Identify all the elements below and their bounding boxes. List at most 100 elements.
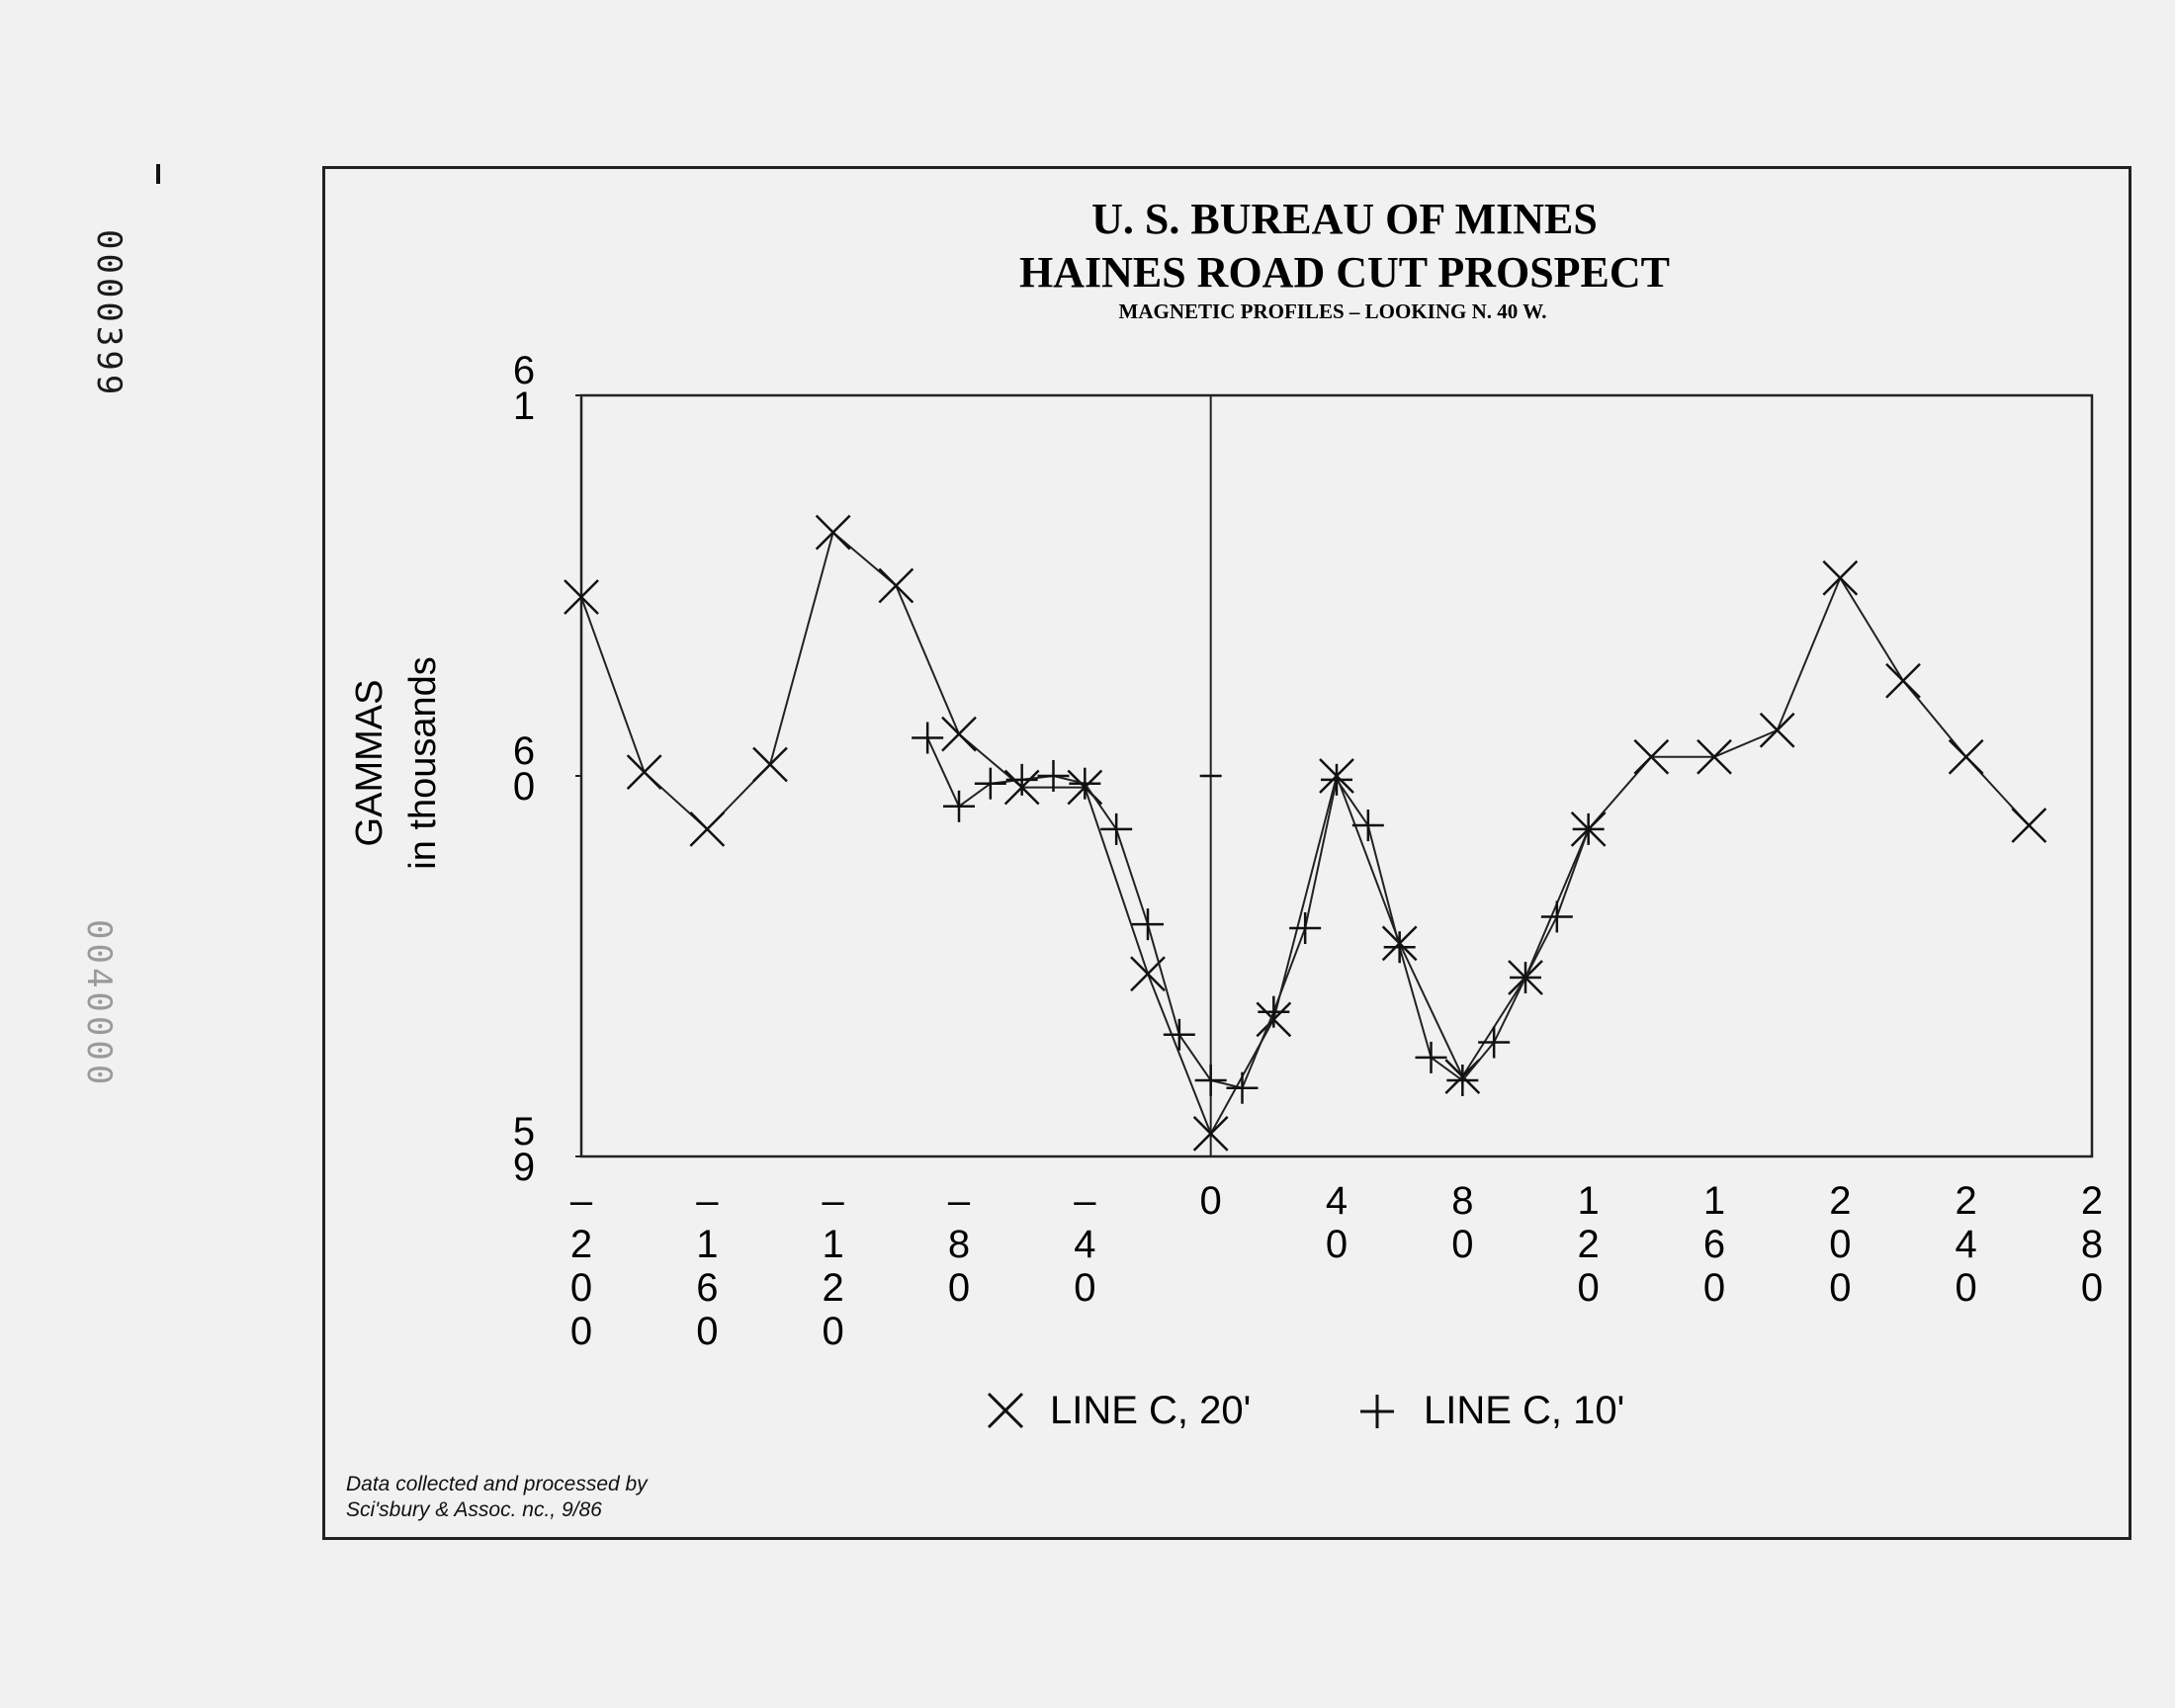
data-point-series-1-0 [912,722,944,754]
x-tick-label-120-2: 0 [1578,1266,1600,1310]
data-point-series-1-11 [1258,995,1290,1028]
data-point-series-1-7 [1132,908,1164,941]
x-marker-stroke-b [626,754,662,791]
x-marker-stroke-b [941,716,977,752]
series-line-0 [580,530,2031,1137]
data-point-series-1-15 [1383,931,1416,964]
data-point-series-0-6 [941,716,977,752]
data-point-series-0-2 [689,811,726,847]
data-point-series-1-14 [1351,810,1384,842]
credit-line-2: Sci'sbury & Assoc. nc., 9/86 [346,1498,602,1521]
legend-marker-plus [1360,1395,1394,1428]
y-tick-label-61-0: 6 [513,349,535,392]
data-point-series-1-1 [943,790,975,822]
chart-legend: LINE C, 20' LINE C, 10' [987,1389,1624,1432]
x-tick-label--120-0: – [823,1179,845,1223]
x-tick-label-240-1: 4 [1956,1223,1977,1266]
data-point-series-0-9 [1130,956,1166,992]
x-tick-label--80-0: – [948,1179,971,1223]
data-point-series-1-18 [1478,1026,1511,1059]
series-line-1 [926,737,1590,1089]
y-tick-label-60-0: 6 [513,729,535,773]
x-marker-stroke-b [1822,559,1859,596]
data-point-series-0-18 [1696,738,1732,775]
data-point-series-1-3 [1005,763,1038,796]
x-tick-label--80-2: 0 [948,1266,970,1310]
x-tick-label--40-0: – [1074,1179,1096,1223]
data-point-series-1-19 [1510,962,1541,994]
x-marker-stroke-b [1759,712,1795,748]
x-tick-label-200-2: 0 [1829,1266,1851,1310]
x-tick-label--120-1: 1 [823,1223,844,1266]
x-tick-label-120-1: 2 [1578,1223,1600,1266]
data-point-series-0-0 [564,579,599,615]
x-marker-stroke-b [2011,808,2047,843]
data-point-series-1-13 [1321,763,1352,796]
x-tick-label--200-0: – [570,1179,593,1223]
data-point-series-1-17 [1446,1065,1479,1096]
chart-title: U. S. BUREAU OF MINES [1091,195,1598,243]
x-tick-label-240-2: 0 [1956,1266,1977,1310]
x-tick-label--160-0: – [696,1179,719,1223]
x-tick-label--160-1: 1 [696,1223,718,1266]
y-tick-label-60-1: 0 [513,765,535,809]
data-point-series-1-8 [1163,1018,1195,1051]
x-tick-label-80-0: 8 [1451,1179,1473,1223]
data-point-series-1-5 [1069,767,1101,800]
y-tick-label-59-1: 9 [513,1146,535,1189]
legend-label-line-c-10: LINE C, 10' [1424,1389,1624,1432]
credit-line-1: Data collected and processed by [346,1473,648,1495]
x-tick-label-40-1: 0 [1326,1223,1348,1266]
data-point-series-1-21 [1572,812,1605,845]
x-marker-stroke-b [1948,738,1984,775]
data-point-series-1-16 [1415,1041,1447,1073]
x-tick-label-200-0: 2 [1829,1179,1851,1223]
x-marker-stroke-b [564,579,599,615]
x-tick-label--160-2: 6 [696,1266,718,1310]
legend-label-line-c-20: LINE C, 20' [1050,1389,1251,1432]
x-tick-label-160-1: 6 [1703,1223,1725,1266]
corner-tick-mark [156,164,160,184]
x-marker-stroke-b [815,514,851,551]
data-point-series-0-21 [1885,662,1921,699]
x-tick-label--40-1: 4 [1074,1223,1095,1266]
x-marker-stroke-b [1885,662,1921,699]
x-marker-stroke-b [1192,1116,1229,1152]
x-tick-label-280-0: 2 [2081,1179,2103,1223]
data-point-series-1-9 [1194,1065,1227,1096]
data-point-series-1-4 [1037,760,1070,792]
data-point-series-0-10 [1192,1116,1229,1152]
x-tick-label--200-1: 2 [570,1223,592,1266]
x-tick-label-280-1: 8 [2081,1223,2103,1266]
chart-subtitle: HAINES ROAD CUT PROSPECT [1019,248,1670,297]
x-tick-label-280-2: 0 [2081,1266,2103,1310]
y-tick-label-59-0: 5 [513,1110,535,1153]
x-tick-label--160-3: 0 [696,1310,718,1353]
x-tick-label-160-0: 1 [1703,1179,1725,1223]
x-marker-stroke-b [689,811,726,847]
data-point-series-0-5 [878,567,914,604]
data-point-series-0-3 [752,746,788,783]
data-point-series-1-10 [1226,1071,1259,1104]
figure-frame [322,166,2132,1540]
chart-note: MAGNETIC PROFILES – LOOKING N. 40 W. [1119,299,1547,323]
data-point-series-0-1 [626,754,662,791]
x-tick-label-80-1: 0 [1451,1223,1473,1266]
x-tick-label--120-3: 0 [823,1310,844,1353]
x-tick-label-200-1: 0 [1829,1223,1851,1266]
y-tick-label-61-1: 1 [513,384,535,428]
x-marker-stroke-b [752,746,788,783]
x-tick-label-40-0: 4 [1326,1179,1348,1223]
data-point-series-0-19 [1759,712,1795,748]
data-point-series-0-22 [1948,738,1984,775]
data-point-series-0-17 [1633,738,1670,775]
x-tick-label--120-2: 2 [823,1266,844,1310]
data-point-series-1-12 [1289,912,1322,944]
legend-marker-x [987,1392,1024,1429]
x-tick-label-240-0: 2 [1956,1179,1977,1223]
x-marker-stroke-b [1633,738,1670,775]
x-marker-stroke-b [1696,738,1732,775]
x-tick-label--200-3: 0 [570,1310,592,1353]
